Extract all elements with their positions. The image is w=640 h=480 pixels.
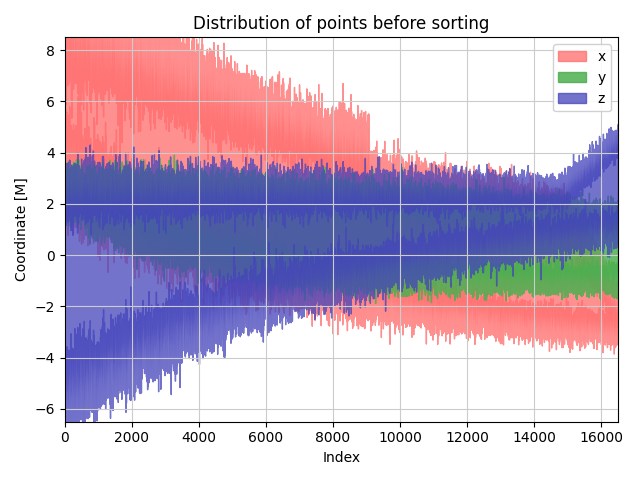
X-axis label: Index: Index: [323, 451, 360, 465]
Title: Distribution of points before sorting: Distribution of points before sorting: [193, 15, 490, 33]
Legend: x, y, z: x, y, z: [553, 44, 611, 111]
Y-axis label: Coordinate [M]: Coordinate [M]: [15, 178, 29, 281]
